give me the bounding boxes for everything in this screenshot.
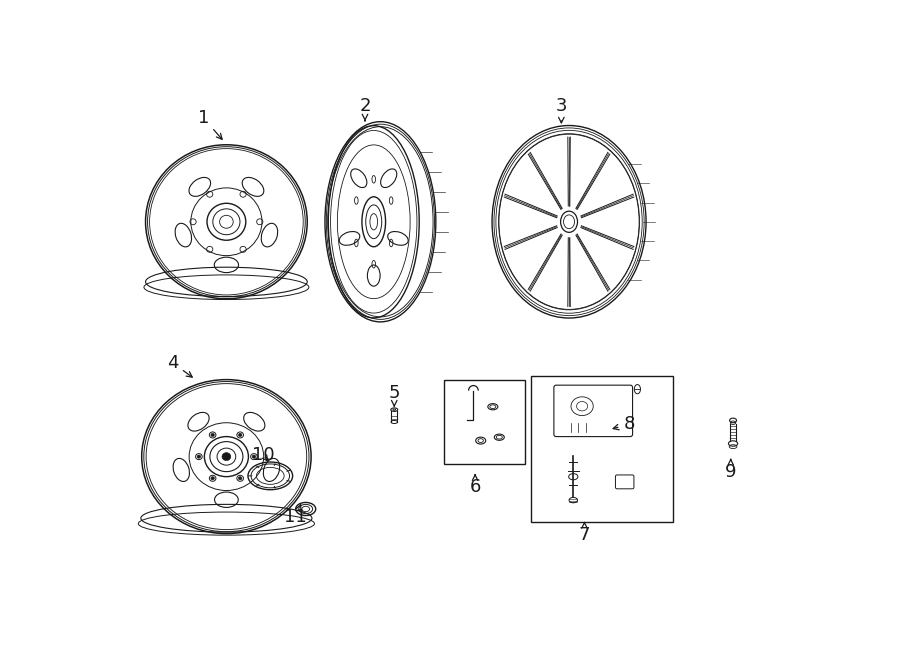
Text: 6: 6	[470, 475, 481, 496]
Ellipse shape	[211, 477, 214, 480]
Ellipse shape	[238, 477, 242, 480]
Ellipse shape	[197, 455, 201, 458]
Ellipse shape	[252, 455, 256, 458]
Text: 5: 5	[389, 385, 400, 406]
Text: 10: 10	[252, 446, 274, 464]
Ellipse shape	[222, 453, 230, 461]
Text: 2: 2	[359, 97, 371, 121]
Text: 4: 4	[166, 354, 193, 377]
Text: 9: 9	[725, 459, 736, 481]
Text: 11: 11	[284, 504, 307, 525]
Text: 7: 7	[579, 523, 590, 544]
Text: 8: 8	[613, 415, 634, 433]
Ellipse shape	[211, 434, 214, 436]
Ellipse shape	[238, 434, 242, 436]
Text: 3: 3	[555, 97, 567, 123]
Text: 1: 1	[198, 109, 222, 139]
